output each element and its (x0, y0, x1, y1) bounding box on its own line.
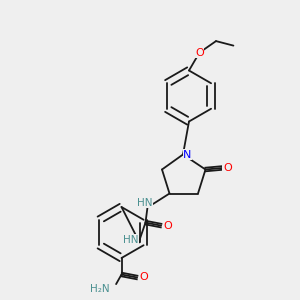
Text: HN: HN (123, 235, 139, 245)
Text: O: O (223, 163, 232, 173)
Text: H₂N: H₂N (90, 284, 110, 295)
Text: O: O (139, 272, 148, 283)
Text: O: O (163, 220, 172, 231)
Text: O: O (195, 47, 204, 58)
Text: HN: HN (137, 197, 152, 208)
Text: N: N (183, 149, 192, 160)
